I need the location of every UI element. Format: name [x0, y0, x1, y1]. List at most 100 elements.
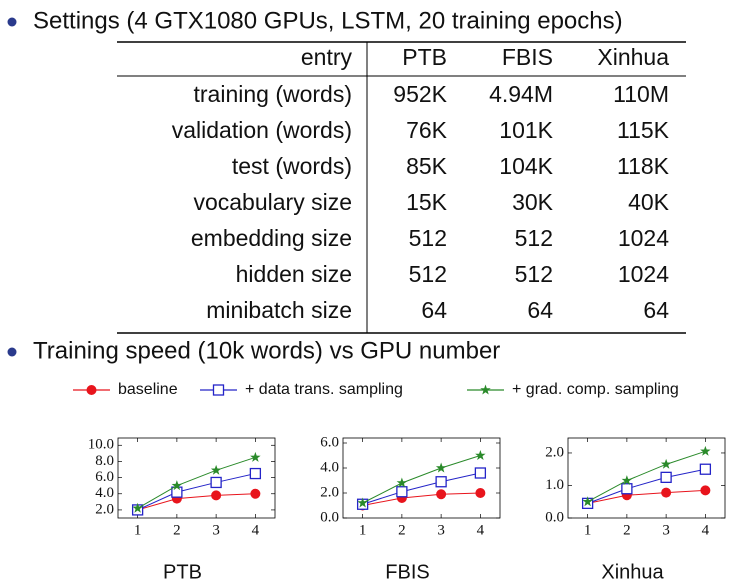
- marker: [357, 497, 368, 508]
- marker: [474, 467, 487, 479]
- marker: [396, 477, 408, 488]
- table-cell: minibatch size: [206, 297, 352, 323]
- bullet-text: Training speed (10k words) vs GPU number: [33, 337, 500, 364]
- table-cell: 110M: [613, 81, 669, 107]
- marker: [435, 476, 447, 488]
- table-cell: 30K: [512, 189, 554, 215]
- y-tick-label: 1.0: [545, 477, 564, 493]
- x-tick-label: 2: [623, 522, 631, 538]
- table-cell: 512: [409, 261, 447, 287]
- table-cell: validation (words): [172, 117, 352, 143]
- table-cell: vocabulary size: [193, 189, 352, 215]
- plot-frame: [117, 437, 276, 519]
- table-header: FBIS: [502, 44, 553, 70]
- y-tick-label: 10.0: [88, 437, 114, 453]
- marker: [621, 483, 633, 495]
- series-line: [362, 455, 481, 504]
- table-cell: hidden size: [236, 261, 352, 287]
- marker: [661, 487, 672, 498]
- marker: [700, 445, 711, 456]
- table-cell: 4.94M: [489, 81, 553, 107]
- series-line: [137, 456, 256, 509]
- y-tick-label: 2.0: [320, 484, 339, 500]
- chart-title: PTB: [163, 561, 202, 583]
- x-tick-label: 1: [134, 522, 142, 538]
- legend-label: + data trans. sampling: [245, 381, 403, 398]
- marker: [660, 458, 672, 469]
- marker: [132, 502, 143, 513]
- x-tick-label: 4: [252, 522, 260, 538]
- series-line: [362, 492, 481, 506]
- bullet-dot: [7, 347, 17, 357]
- x-tick-label: 2: [398, 522, 406, 538]
- table-cell: 512: [515, 225, 553, 251]
- series-line: [362, 472, 481, 505]
- marker: [621, 475, 633, 486]
- plot-frame: [567, 437, 726, 519]
- table-cell: 952K: [393, 81, 447, 107]
- table-header: Xinhua: [597, 44, 669, 70]
- marker: [249, 467, 262, 480]
- table-cell: 115K: [617, 117, 670, 143]
- legend-label: baseline: [118, 381, 178, 398]
- bullet-dot: [7, 17, 17, 27]
- table-cell: embedding size: [191, 225, 352, 251]
- table-header: entry: [301, 44, 353, 70]
- x-tick-label: 4: [477, 522, 485, 538]
- marker: [171, 480, 183, 491]
- plot-frame: [342, 437, 501, 519]
- table-cell: 118K: [617, 153, 670, 179]
- marker: [700, 485, 711, 496]
- table-cell: 64: [421, 297, 447, 323]
- series-line: [137, 493, 256, 511]
- marker: [250, 451, 261, 462]
- marker: [582, 496, 593, 507]
- bullet-text: Settings (4 GTX1080 GPUs, LSTM, 20 train…: [33, 7, 623, 34]
- table-cell: 40K: [628, 189, 670, 215]
- series-line: [587, 450, 706, 503]
- table-cell: 15K: [406, 189, 448, 215]
- marker: [699, 463, 712, 475]
- table-cell: 64: [643, 297, 669, 323]
- x-tick-label: 4: [702, 522, 710, 538]
- marker: [250, 488, 261, 499]
- table-cell: 76K: [406, 117, 448, 143]
- chart-title: FBIS: [385, 561, 429, 583]
- marker: [436, 489, 447, 500]
- x-tick-label: 2: [173, 522, 181, 538]
- marker: [475, 450, 486, 460]
- chart-title: Xinhua: [601, 561, 664, 583]
- y-tick-label: 4.0: [320, 459, 339, 475]
- table-cell: 512: [515, 261, 553, 287]
- series-line: [137, 473, 256, 511]
- y-tick-label: 2.0: [95, 501, 114, 517]
- table-cell: 1024: [618, 225, 669, 251]
- x-tick-label: 3: [212, 522, 220, 538]
- y-tick-label: 0.0: [545, 509, 564, 525]
- marker: [210, 476, 222, 489]
- y-tick-label: 6.0: [95, 469, 114, 485]
- marker: [396, 486, 408, 498]
- table-cell: 512: [409, 225, 447, 251]
- x-tick-label: 1: [584, 522, 592, 538]
- table-cell: 85K: [406, 153, 448, 179]
- x-tick-label: 1: [359, 522, 367, 538]
- table-cell: 101K: [499, 117, 553, 143]
- marker: [660, 471, 672, 483]
- marker: [211, 490, 222, 501]
- x-tick-label: 3: [662, 522, 670, 538]
- legend-label: + grad. comp. sampling: [512, 381, 679, 398]
- table-cell: training (words): [194, 81, 353, 107]
- table-cell: 64: [527, 297, 553, 323]
- marker: [475, 488, 486, 498]
- x-tick-label: 3: [437, 522, 445, 538]
- y-tick-label: 8.0: [95, 453, 114, 469]
- y-tick-label: 2.0: [545, 444, 564, 460]
- table-cell: 104K: [499, 153, 553, 179]
- legend-marker: [480, 384, 491, 395]
- series-line: [587, 489, 706, 504]
- y-tick-label: 6.0: [320, 434, 339, 450]
- marker: [210, 464, 222, 475]
- legend-marker: [86, 385, 97, 395]
- series-line: [587, 468, 706, 504]
